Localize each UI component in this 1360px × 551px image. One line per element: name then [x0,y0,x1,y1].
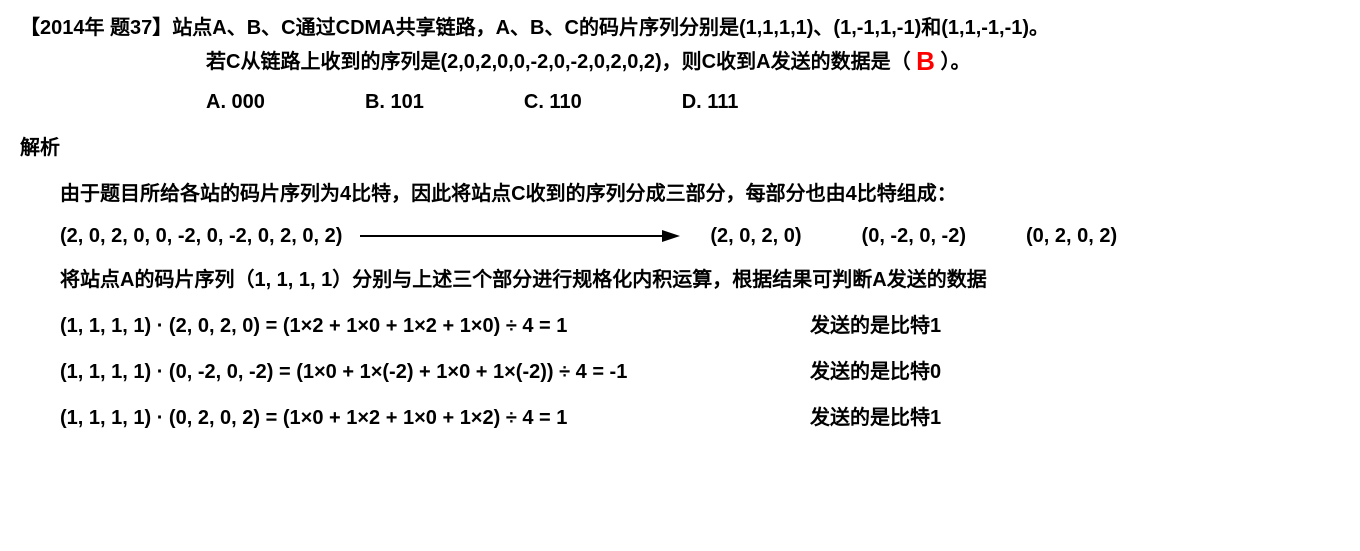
calc-expr-1: (1, 1, 1, 1) · (2, 0, 2, 0) = (1×2 + 1×0… [60,310,800,342]
question-block: 【2014年 题37】 站点A、B、C通过CDMA共享链路，A、B、C的码片序列… [20,12,1340,118]
calc-result-3: 发送的是比特1 [810,402,941,434]
solution-body: 由于题目所给各站的码片序列为4比特，因此将站点C收到的序列分成三部分，每部分也由… [20,178,1340,434]
calc-row-3: (1, 1, 1, 1) · (0, 2, 0, 2) = (1×0 + 1×2… [60,402,1340,434]
question-line2-post: ）。 [940,51,970,73]
solution-title: 解析 [20,132,1340,164]
option-b: B. 101 [365,86,424,118]
calc-result-1: 发送的是比特1 [810,310,941,342]
calc-row-2: (1, 1, 1, 1) · (0, -2, 0, -2) = (1×0 + 1… [60,356,1340,388]
solution-step2: 将站点A的码片序列（1, 1, 1, 1）分别与上述三个部分进行规格化内积运算，… [60,264,1340,296]
calc-expr-2: (1, 1, 1, 1) · (0, -2, 0, -2) = (1×0 + 1… [60,356,800,388]
question-tag: 【2014年 题37】 [20,12,172,44]
option-d: D. 111 [682,86,739,118]
seq-part-3: (0, 2, 0, 2) [1026,220,1117,252]
calc-result-2: 发送的是比特0 [810,356,941,388]
question-line2-row: 若C从链路上收到的序列是(2,0,2,0,0,-2,0,-2,0,2,0,2)，… [20,46,1340,78]
calc-expr-3: (1, 1, 1, 1) · (0, 2, 0, 2) = (1×0 + 1×2… [60,402,800,434]
full-sequence: (2, 0, 2, 0, 0, -2, 0, -2, 0, 2, 0, 2) [60,220,342,252]
calc-row-1: (1, 1, 1, 1) · (2, 0, 2, 0) = (1×2 + 1×0… [60,310,1340,342]
question-line2-pre: 若C从链路上收到的序列是(2,0,2,0,0,-2,0,-2,0,2,0,2)，… [206,51,911,73]
question-line1-row: 【2014年 题37】 站点A、B、C通过CDMA共享链路，A、B、C的码片序列… [20,12,1340,44]
sequence-split-row: (2, 0, 2, 0, 0, -2, 0, -2, 0, 2, 0, 2) (… [60,220,1340,252]
solution-intro: 由于题目所给各站的码片序列为4比特，因此将站点C收到的序列分成三部分，每部分也由… [60,178,1340,210]
seq-part-1: (2, 0, 2, 0) [710,220,801,252]
options-row: A. 000 B. 101 C. 110 D. 111 [20,86,1340,118]
seq-part-2: (0, -2, 0, -2) [862,220,966,252]
arrow-icon [360,226,680,246]
option-c: C. 110 [524,86,582,118]
option-a: A. 000 [206,86,265,118]
answer-letter: B [916,48,935,74]
question-line1: 站点A、B、C通过CDMA共享链路，A、B、C的码片序列分别是(1,1,1,1)… [172,12,1049,44]
